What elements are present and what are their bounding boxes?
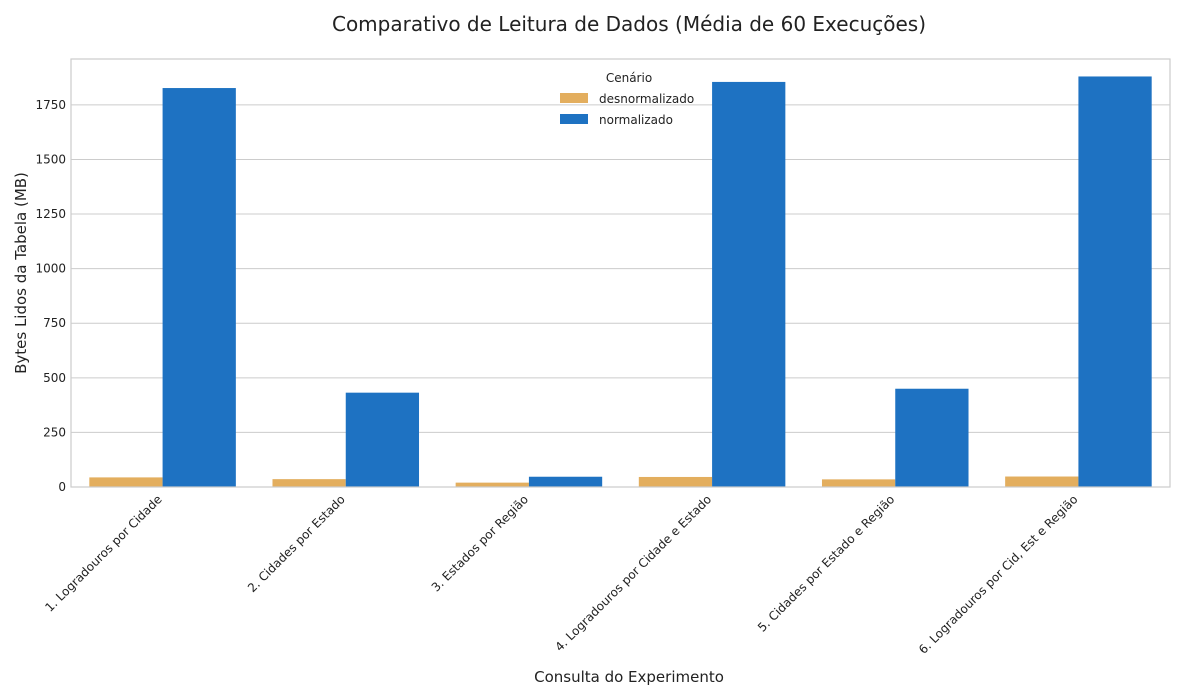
x-tick-labels: 1. Logradouros por Cidade 2. Cidades por …	[42, 492, 1080, 657]
bar-normalizado-4	[712, 81, 786, 487]
x-axis-label: Consulta do Experimento	[534, 668, 724, 686]
y-tick-labels: 0 250 500 750 1000 1250 1500 1750	[35, 98, 66, 494]
bar-desnormalizado-2	[272, 479, 346, 487]
y-axis-label: Bytes Lidos da Tabela (MB)	[12, 172, 30, 374]
gridlines	[71, 104, 1170, 488]
y-tick-label: 750	[43, 316, 66, 330]
bar-normalizado-1	[162, 88, 236, 488]
bar-desnormalizado-6	[1005, 476, 1079, 487]
y-tick-label: 0	[58, 480, 66, 494]
bar-normalizado-6	[1078, 76, 1152, 487]
y-tick-label: 1250	[35, 207, 66, 221]
bar-desnormalizado-5	[821, 479, 896, 487]
x-tick-label: 3. Estados por Região	[429, 492, 531, 594]
legend-swatch-normalizado	[560, 114, 588, 124]
bar-normalizado-5	[895, 388, 969, 487]
chart-title: Comparativo de Leitura de Dados (Média d…	[332, 12, 926, 36]
bar-normalizado-3	[528, 476, 603, 487]
y-tick-label: 1750	[35, 98, 66, 112]
x-tick-label: 5. Cidades por Estado e Região	[755, 492, 897, 634]
bar-desnormalizado-4	[638, 476, 713, 487]
x-tick-label: 6. Logradouros por Cid, Est e Região	[916, 492, 1081, 657]
x-tick-label: 2. Cidades por Estado	[245, 492, 348, 595]
y-tick-label: 250	[43, 425, 66, 439]
x-tick-label: 1. Logradouros por Cidade	[42, 492, 164, 614]
bars	[89, 76, 1152, 488]
legend: Cenário desnormalizado normalizado	[560, 71, 694, 127]
bar-normalizado-2	[345, 392, 420, 487]
bar-desnormalizado-1	[89, 477, 163, 487]
y-tick-label: 1500	[35, 152, 66, 166]
legend-title: Cenário	[606, 71, 652, 85]
y-tick-label: 1000	[35, 262, 66, 276]
bar-desnormalizado-3	[455, 482, 529, 487]
x-tick-label: 4. Logradouros por Cidade e Estado	[552, 492, 714, 654]
legend-swatch-desnormalizado	[560, 93, 588, 103]
legend-label-desnormalizado: desnormalizado	[599, 92, 694, 106]
legend-label-normalizado: normalizado	[599, 113, 673, 127]
y-tick-label: 500	[43, 371, 66, 385]
plot-frame	[70, 58, 1171, 488]
